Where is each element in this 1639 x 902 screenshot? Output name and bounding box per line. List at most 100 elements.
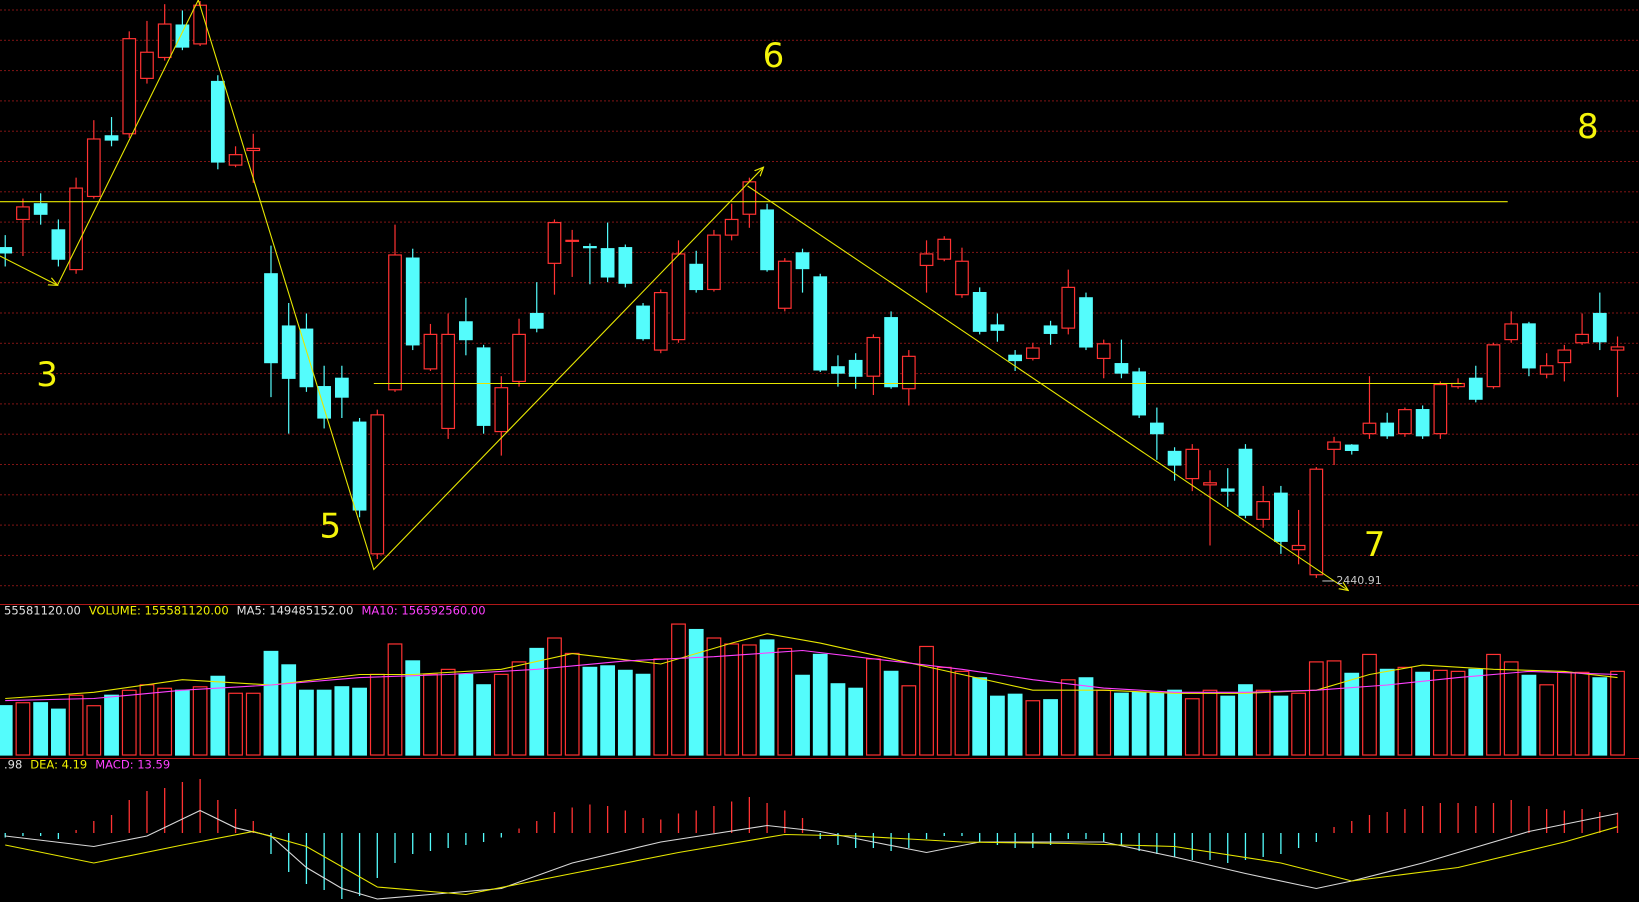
candle <box>405 248 420 351</box>
volume-bar <box>1521 674 1537 756</box>
candle <box>1238 444 1253 519</box>
volume-bar <box>1556 671 1572 756</box>
volume-bar <box>15 702 31 756</box>
volume-bar <box>741 644 757 756</box>
wave-label: 8 <box>1577 107 1599 147</box>
candle <box>547 219 562 295</box>
volume-bar <box>954 670 970 756</box>
candle-body <box>193 4 207 45</box>
candle <box>1592 292 1607 351</box>
volume-bar <box>865 658 881 756</box>
candle-body <box>476 347 491 426</box>
volume-bar <box>1096 689 1112 756</box>
candle-body <box>831 366 845 374</box>
candle <box>16 198 30 257</box>
volume-bar <box>263 650 279 756</box>
volume-bar <box>1078 677 1094 756</box>
candle <box>1610 336 1625 398</box>
volume-bar <box>334 686 350 756</box>
panel-header: MACD: 13.59 <box>95 758 170 772</box>
line <box>5 826 1618 896</box>
candle <box>1203 470 1217 546</box>
volume-bar <box>1114 692 1129 756</box>
candle <box>1291 509 1306 565</box>
volume-bar <box>1610 670 1625 756</box>
candle-body <box>86 138 101 198</box>
volume-bar <box>210 675 226 756</box>
candle-body <box>760 209 774 271</box>
candle <box>494 376 509 456</box>
candle <box>1309 467 1324 578</box>
candle-body <box>1043 325 1058 334</box>
candle <box>919 240 934 293</box>
candle-body <box>370 414 385 555</box>
candle-body <box>1522 323 1536 369</box>
volume-bar <box>724 643 740 756</box>
candle <box>69 177 83 274</box>
candle <box>529 282 544 333</box>
volume-bar <box>423 673 438 756</box>
volume-bar <box>1131 691 1147 756</box>
candle-body <box>1362 422 1377 435</box>
volume-bar <box>617 669 633 756</box>
volume-bar <box>33 702 49 756</box>
line <box>0 255 57 285</box>
candle <box>86 120 101 199</box>
candle <box>459 297 473 356</box>
volume-bar <box>1486 653 1501 756</box>
volume-bar <box>1167 689 1182 756</box>
candle-body <box>33 203 48 215</box>
volume-bar <box>1060 679 1076 756</box>
candle-body <box>955 260 969 296</box>
candle-body <box>618 247 633 284</box>
candle <box>1185 444 1200 492</box>
candle <box>1114 339 1129 379</box>
candle <box>760 203 774 272</box>
volume-bar <box>901 685 917 756</box>
volume-bar <box>316 689 332 756</box>
candle <box>884 311 898 389</box>
candle-body <box>1592 312 1607 343</box>
candle <box>1557 344 1572 382</box>
candle <box>1043 320 1058 345</box>
candle-body <box>494 387 509 433</box>
volume-bar <box>1025 700 1041 756</box>
line <box>747 185 1349 590</box>
candle <box>476 344 491 434</box>
volume-bar <box>440 668 456 756</box>
candle <box>281 303 296 434</box>
candle <box>140 20 154 84</box>
volume-bar <box>759 639 775 756</box>
candle <box>1327 436 1341 466</box>
volume-bar <box>157 687 173 756</box>
candle-body <box>565 239 580 242</box>
candle-body <box>689 263 704 291</box>
volume-bar <box>1362 653 1377 756</box>
candle <box>1362 376 1377 439</box>
candle <box>352 417 367 518</box>
volume-bar <box>1503 661 1519 756</box>
volume-bar <box>1043 699 1058 756</box>
candle <box>831 355 845 387</box>
candle-body <box>16 206 30 221</box>
volume-bar <box>635 673 651 756</box>
volume-bar <box>990 695 1005 756</box>
candle <box>813 273 828 373</box>
candle <box>1025 342 1040 361</box>
candle-body <box>1415 409 1430 437</box>
candle <box>1256 485 1271 528</box>
candle-body <box>352 421 367 511</box>
candle <box>990 313 1005 342</box>
volume-bar <box>830 683 846 756</box>
candle-body <box>264 273 278 364</box>
candle-body <box>1398 409 1412 435</box>
candle <box>1433 381 1448 439</box>
candle-body <box>140 51 154 79</box>
candle <box>724 203 739 241</box>
volume-bar <box>1539 684 1555 756</box>
volume-bar <box>352 687 367 756</box>
candle-body <box>157 23 172 59</box>
candle-body <box>884 317 898 388</box>
candle-body <box>122 38 137 135</box>
